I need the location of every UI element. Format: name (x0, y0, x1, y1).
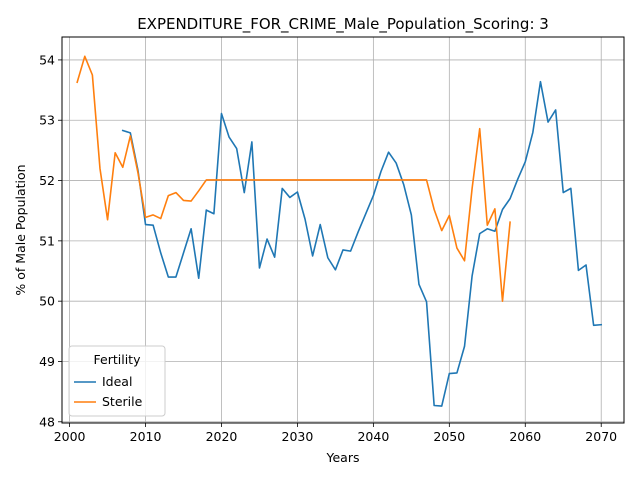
x-tick-label: 2050 (433, 429, 465, 444)
plot-frame (61, 36, 625, 424)
y-tick-label: 54 (39, 52, 55, 67)
x-tick-label: 2010 (130, 429, 162, 444)
legend-box (68, 345, 166, 417)
y-axis-ticks: 48 49 50 51 52 53 54 (39, 52, 62, 429)
grid-lines (62, 37, 624, 423)
x-tick-label: 2060 (509, 429, 541, 444)
y-tick-label: 52 (39, 173, 55, 188)
legend-label-sterile: Sterile (102, 394, 143, 409)
legend-title: Fertility (94, 352, 142, 367)
x-axis-label: Years (326, 450, 360, 465)
x-tick-label: 2030 (282, 429, 314, 444)
x-axis-ticks: 2000 2010 2020 2030 2040 2050 2060 2070 (54, 423, 617, 444)
y-tick-label: 53 (39, 113, 55, 128)
x-tick-label: 2000 (54, 429, 86, 444)
y-tick-label: 51 (39, 233, 55, 248)
y-tick-label: 49 (39, 354, 55, 369)
x-tick-label: 2040 (357, 429, 389, 444)
series-lines (76, 55, 603, 407)
y-axis-label: % of Male Population (13, 164, 28, 295)
x-tick-label: 2020 (206, 429, 238, 444)
legend: Fertility Ideal Sterile (68, 345, 166, 417)
x-tick-label: 2070 (585, 429, 617, 444)
series-line-sterile (76, 55, 511, 302)
series-line-ideal (121, 80, 603, 407)
y-tick-label: 48 (39, 414, 55, 429)
legend-label-ideal: Ideal (102, 374, 132, 389)
chart-title: EXPENDITURE_FOR_CRIME_Male_Population_Sc… (137, 15, 549, 34)
y-tick-label: 50 (39, 294, 55, 309)
